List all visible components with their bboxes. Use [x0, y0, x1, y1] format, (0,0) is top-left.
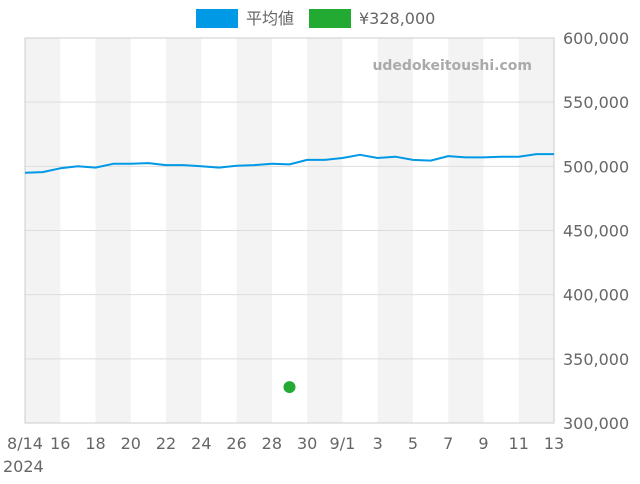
y-tick-label: 600,000 — [563, 29, 629, 48]
x-tick-label: 7 — [443, 434, 453, 453]
x-tick-label: 30 — [297, 434, 317, 453]
x-tick-label: 26 — [226, 434, 246, 453]
x-tick-label: 13 — [544, 434, 564, 453]
y-tick-label: 500,000 — [563, 157, 629, 176]
average-line — [24, 153, 554, 174]
x-tick-label: 18 — [85, 434, 105, 453]
plot-border — [24, 37, 555, 424]
x-tick-label: 5 — [408, 434, 418, 453]
y-tick-label: 400,000 — [563, 286, 629, 305]
x-tick-label: 9 — [478, 434, 488, 453]
x-tick-label: 11 — [509, 434, 529, 453]
watermark: udedokeitoushi.com — [372, 58, 532, 74]
x-tick-label: 24 — [191, 434, 211, 453]
x-tick-label: 16 — [50, 434, 70, 453]
series-layer — [24, 153, 554, 394]
legend-swatch — [309, 9, 351, 28]
y-axis: 300,000 350,000 400,000 450,000 500,000 550,0… — [563, 29, 629, 433]
legend-item: ¥328,000 — [309, 9, 435, 28]
price-point — [283, 381, 296, 394]
y-tick-label: 450,000 — [563, 222, 629, 241]
x-axis-year-label: 2024 — [3, 457, 44, 476]
x-tick-label: 28 — [262, 434, 282, 453]
x-tick-label: 3 — [373, 434, 383, 453]
y-tick-label: 350,000 — [563, 350, 629, 369]
x-tick-label: 20 — [121, 434, 141, 453]
x-tick-label: 9/1 — [330, 434, 356, 453]
legend-label: ¥328,000 — [359, 9, 435, 28]
legend-swatch — [196, 9, 238, 28]
y-tick-label: 550,000 — [563, 93, 629, 112]
y-tick-label: 300,000 — [563, 414, 629, 433]
legend: 平均値 ¥328,000 — [196, 9, 435, 28]
x-tick-label: 22 — [156, 434, 176, 453]
legend-label: 平均値 — [246, 9, 294, 28]
legend-item: 平均値 — [196, 9, 294, 28]
x-axis: 8/14 16 18 20 22 24 26 28 30 9/1 3 5 7 9 11 13 — [7, 434, 564, 453]
x-tick-label: 8/14 — [7, 434, 43, 453]
